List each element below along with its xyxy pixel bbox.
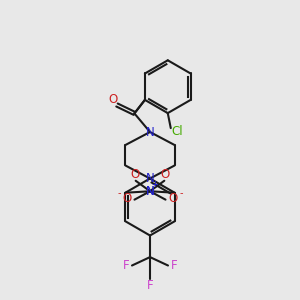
Text: O: O	[169, 192, 178, 205]
Text: N: N	[146, 185, 154, 198]
Text: O: O	[130, 168, 140, 181]
Text: F: F	[147, 279, 153, 292]
Text: F: F	[171, 259, 177, 272]
Text: +: +	[151, 180, 158, 189]
Text: O: O	[160, 168, 170, 181]
Text: F: F	[123, 259, 129, 272]
Text: +: +	[151, 180, 158, 189]
Text: N: N	[146, 125, 154, 139]
Text: Cl: Cl	[172, 125, 183, 138]
Text: O: O	[108, 93, 117, 106]
Text: N: N	[146, 185, 154, 198]
Text: O: O	[122, 192, 131, 205]
Text: -: -	[179, 188, 183, 198]
Text: -: -	[117, 188, 121, 198]
Text: N: N	[146, 172, 154, 185]
